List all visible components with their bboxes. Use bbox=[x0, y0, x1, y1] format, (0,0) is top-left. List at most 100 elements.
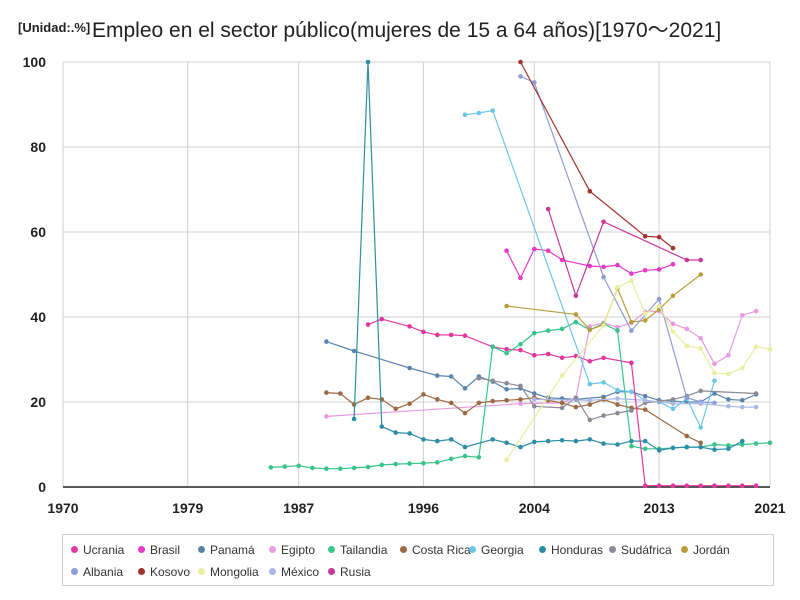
legend-item[interactable]: Ucrania bbox=[71, 543, 124, 557]
data-point bbox=[532, 353, 537, 358]
data-point bbox=[642, 311, 648, 316]
data-point bbox=[615, 328, 620, 333]
data-point bbox=[684, 444, 690, 450]
data-point bbox=[559, 326, 565, 332]
data-point bbox=[601, 441, 606, 446]
series-line bbox=[326, 310, 757, 417]
data-point bbox=[740, 404, 745, 410]
data-point bbox=[587, 188, 593, 194]
legend-item[interactable]: Panamá bbox=[198, 543, 255, 557]
data-point bbox=[670, 397, 676, 402]
data-point bbox=[365, 395, 371, 401]
data-point bbox=[518, 397, 523, 402]
data-point bbox=[587, 402, 593, 407]
data-point bbox=[629, 408, 634, 413]
data-point bbox=[559, 373, 565, 378]
data-point bbox=[642, 398, 648, 403]
data-point bbox=[656, 303, 662, 309]
data-point bbox=[545, 438, 551, 444]
legend-label: Sudáfrica bbox=[621, 543, 672, 557]
data-point bbox=[282, 464, 288, 469]
data-point bbox=[753, 404, 759, 410]
data-point bbox=[490, 437, 496, 442]
series-line bbox=[630, 362, 757, 487]
data-point bbox=[642, 438, 648, 444]
data-point bbox=[726, 483, 731, 489]
data-point bbox=[670, 293, 676, 299]
series-line bbox=[506, 248, 674, 280]
legend-label: Ucrania bbox=[83, 543, 125, 557]
data-point bbox=[642, 407, 648, 412]
data-point bbox=[684, 257, 690, 263]
grid-lines bbox=[62, 61, 771, 487]
data-point bbox=[393, 430, 399, 435]
legend-item[interactable]: Georgia bbox=[469, 543, 524, 557]
data-point bbox=[698, 483, 703, 489]
data-point bbox=[698, 401, 703, 407]
legend-item[interactable]: Jordán bbox=[681, 543, 730, 557]
data-point bbox=[532, 397, 537, 402]
series-line bbox=[326, 341, 757, 403]
data-point bbox=[712, 400, 717, 406]
data-point bbox=[504, 387, 509, 392]
data-point bbox=[629, 438, 634, 444]
data-point bbox=[518, 275, 523, 281]
legend-item[interactable]: Costa Rica bbox=[400, 543, 471, 557]
data-point bbox=[615, 387, 620, 393]
data-point bbox=[629, 360, 634, 366]
data-point bbox=[476, 110, 482, 116]
legend-item[interactable]: Albania bbox=[71, 565, 123, 579]
data-point bbox=[462, 333, 468, 339]
data-point bbox=[545, 328, 551, 333]
legend-item[interactable]: Sudáfrica bbox=[609, 543, 672, 557]
legend-label: Georgia bbox=[481, 543, 524, 557]
data-point bbox=[740, 365, 745, 371]
legend-item[interactable]: Brasil bbox=[138, 543, 180, 557]
data-point bbox=[726, 353, 731, 358]
legend-item[interactable]: Kosovo bbox=[138, 565, 190, 579]
x-tick-label: 2021 bbox=[754, 500, 785, 516]
legend-swatch bbox=[609, 546, 616, 554]
data-point bbox=[615, 396, 620, 401]
data-point bbox=[587, 437, 593, 442]
data-point bbox=[712, 483, 717, 489]
data-point bbox=[435, 373, 440, 378]
data-point bbox=[448, 400, 454, 406]
y-tick-label: 40 bbox=[30, 309, 46, 325]
data-point bbox=[518, 401, 523, 407]
data-point bbox=[435, 438, 440, 444]
data-point bbox=[559, 400, 565, 406]
data-point bbox=[421, 437, 426, 442]
data-point bbox=[629, 389, 634, 395]
legend-item[interactable]: Mongolia bbox=[198, 565, 259, 579]
data-point bbox=[545, 206, 551, 212]
data-point bbox=[435, 397, 440, 402]
data-point bbox=[753, 391, 759, 396]
legend-item[interactable]: Rusia bbox=[328, 565, 371, 579]
x-tick-label: 2013 bbox=[644, 500, 675, 516]
data-point bbox=[726, 371, 731, 377]
series-georgia bbox=[462, 108, 717, 430]
data-point bbox=[504, 457, 509, 463]
legend-item[interactable]: Honduras bbox=[539, 543, 603, 557]
series-panam- bbox=[324, 339, 759, 405]
legend-swatch bbox=[138, 546, 145, 554]
legend-item[interactable]: México bbox=[269, 565, 319, 579]
legend-label: Rusia bbox=[340, 565, 371, 579]
data-point bbox=[324, 466, 329, 472]
data-point bbox=[601, 380, 606, 385]
data-point bbox=[462, 386, 468, 391]
legend-item[interactable]: Tailandia bbox=[328, 543, 387, 557]
data-point bbox=[504, 440, 509, 446]
legend-swatch bbox=[269, 568, 276, 576]
data-point bbox=[448, 374, 454, 379]
x-tick-label: 1970 bbox=[47, 500, 78, 516]
data-point bbox=[435, 332, 440, 338]
x-tick-label: 1979 bbox=[172, 500, 203, 516]
data-point bbox=[504, 398, 509, 403]
legend-label: Jordán bbox=[693, 543, 730, 557]
legend-item[interactable]: Egipto bbox=[269, 543, 315, 557]
data-point bbox=[490, 108, 496, 113]
data-point bbox=[656, 296, 662, 302]
legend-swatch bbox=[328, 568, 335, 576]
